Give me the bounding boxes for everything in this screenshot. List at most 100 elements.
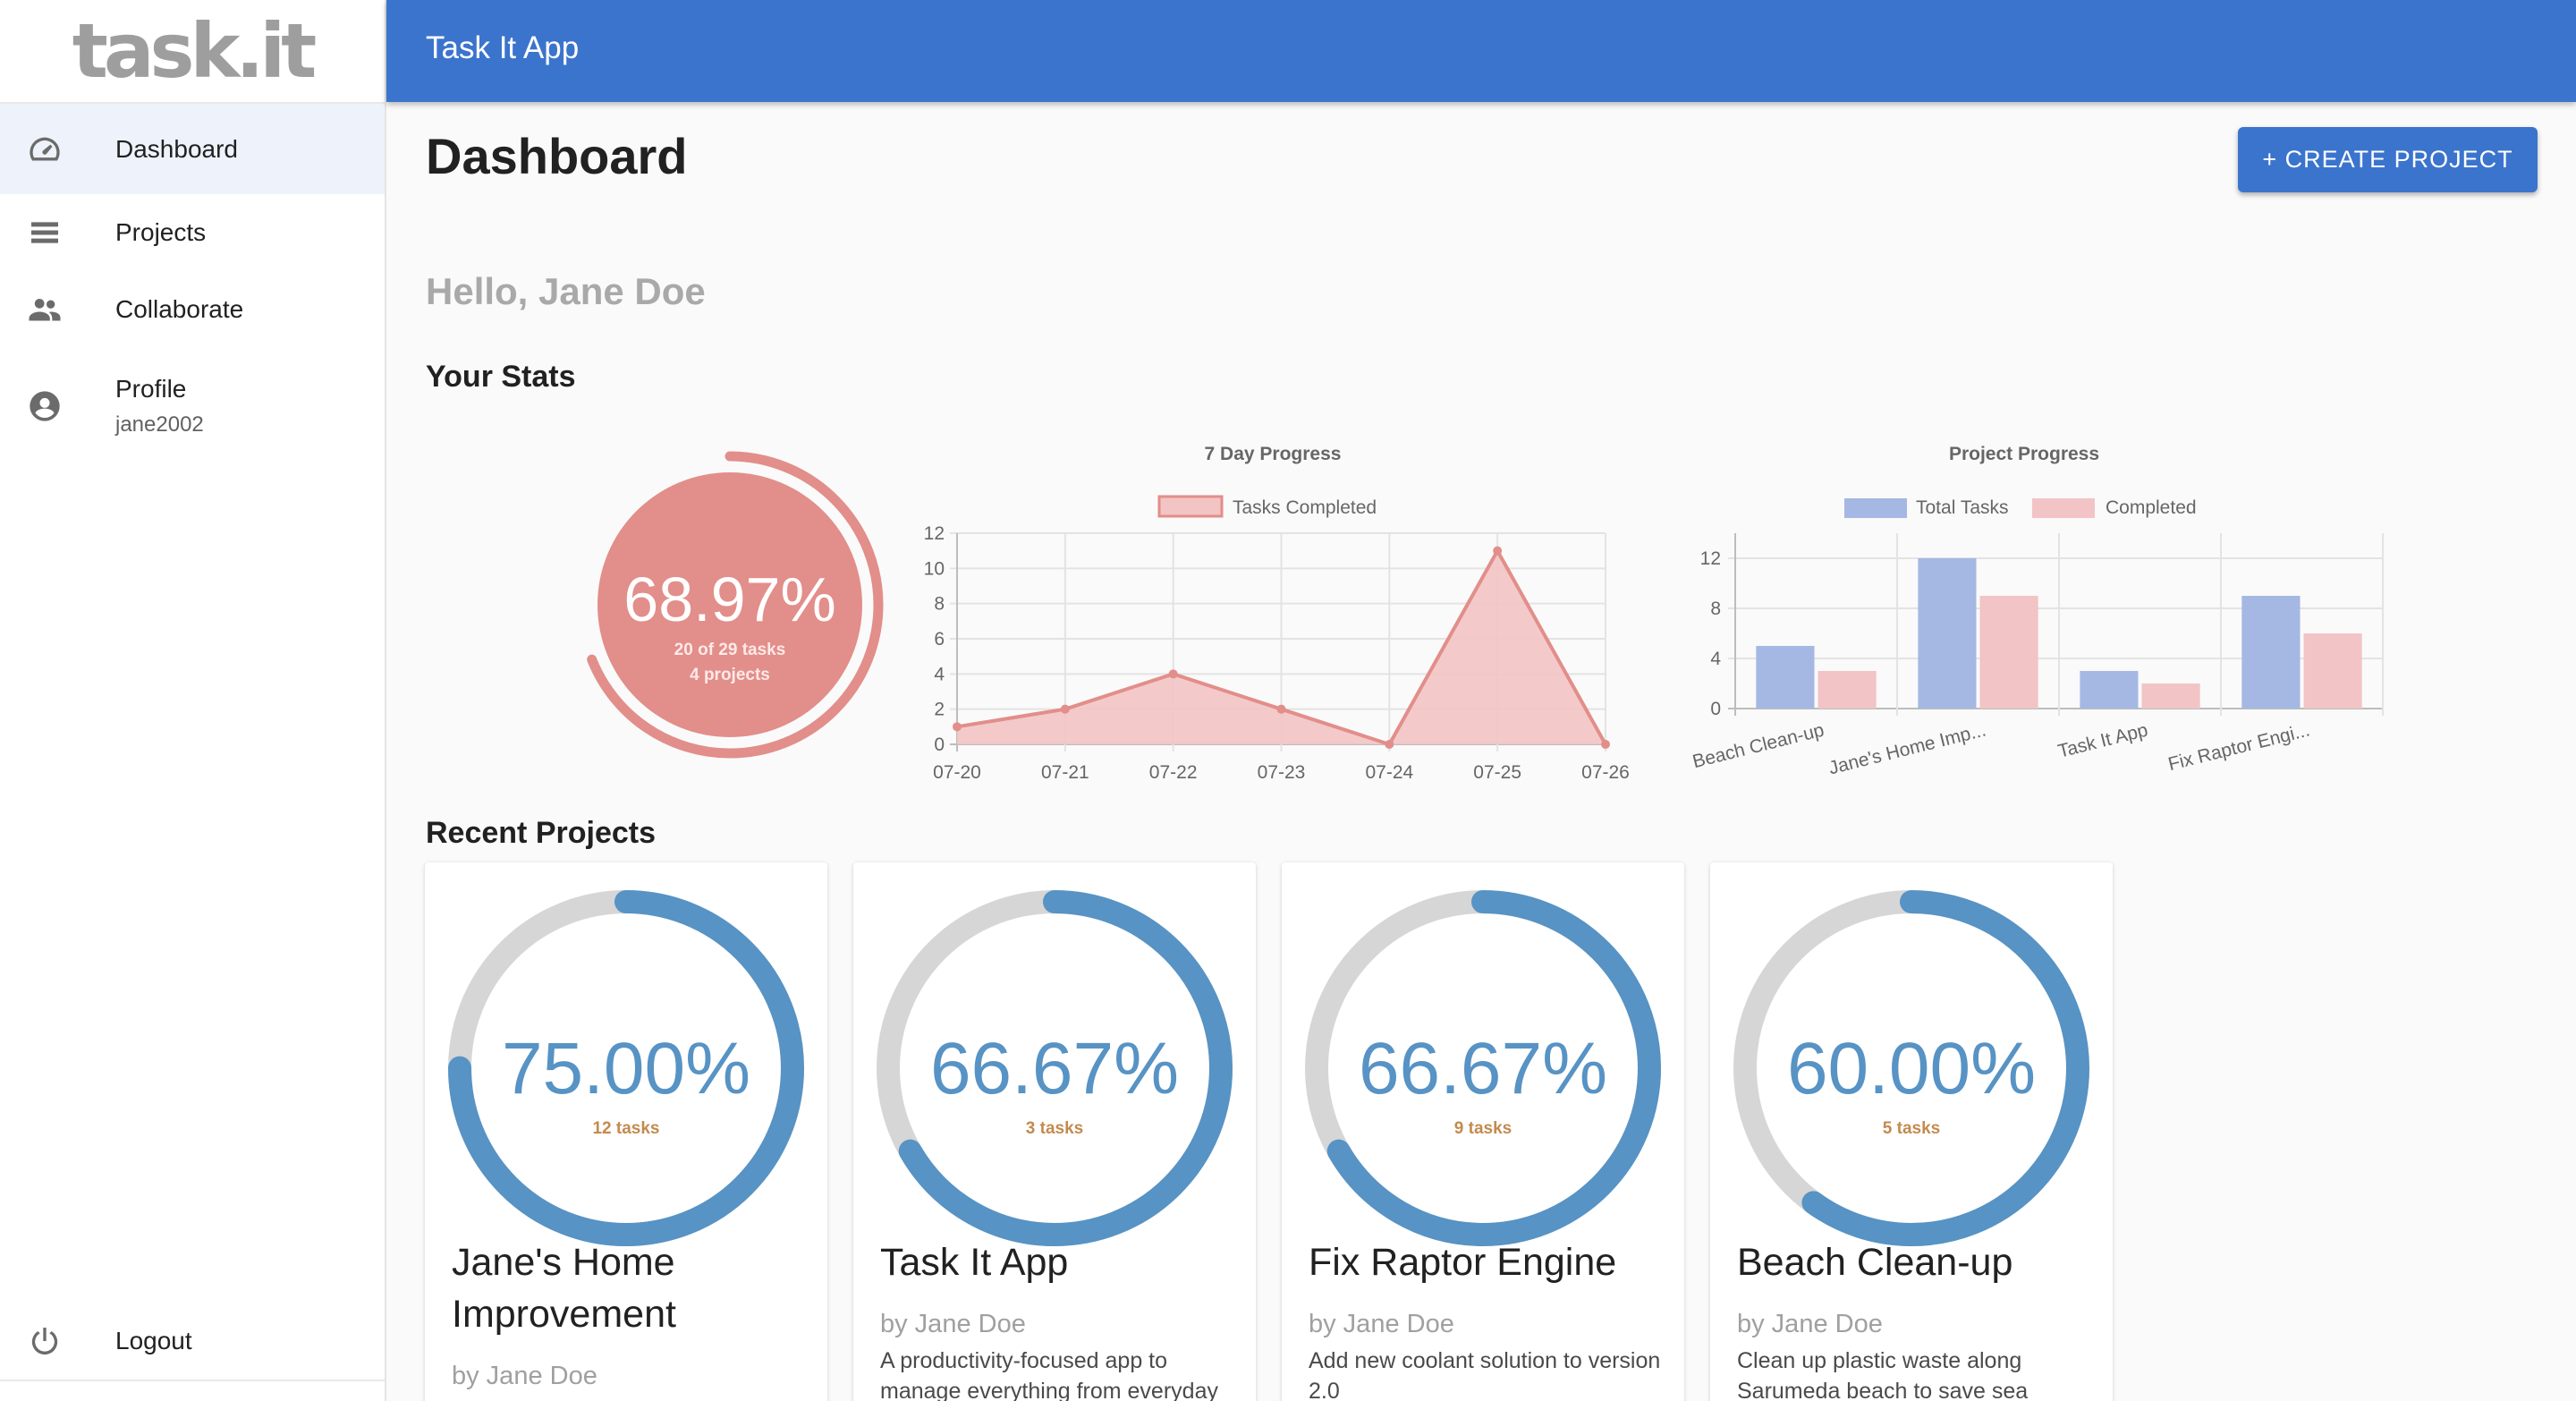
ring-progress (1305, 890, 1661, 1246)
sidebar-item-projects[interactable]: Projects (0, 194, 385, 271)
project-description: A productivity-focused app to manage eve… (880, 1348, 1218, 1401)
project-task-count: 12 tasks (592, 1119, 659, 1138)
sidebar-item-profile[interactable]: Profile jane2002 (0, 348, 385, 464)
y-tick-label: 6 (934, 629, 945, 650)
page-title: Dashboard (426, 128, 688, 184)
bar-total-tasks[interactable] (1756, 646, 1815, 709)
y-tick-label: 4 (934, 664, 945, 684)
x-tick-label: Jane's Home Imp... (1826, 720, 1987, 779)
data-point[interactable] (1601, 740, 1610, 749)
stats-heading: Your Stats (426, 360, 576, 394)
y-tick-label: 2 (934, 700, 945, 720)
project-task-count: 3 tasks (1026, 1119, 1083, 1138)
sidebar-item-collaborate[interactable]: Collaborate (0, 271, 385, 348)
chart-title: 7 Day Progress (1205, 444, 1342, 464)
app-bar-title: Task It App (426, 30, 580, 65)
overall-progress-arc (576, 451, 884, 759)
project-title[interactable]: Beach Clean-up (1737, 1241, 2013, 1284)
power-icon (27, 1323, 63, 1359)
legend-swatch-total-tasks[interactable] (1844, 498, 1907, 518)
data-point[interactable] (1276, 704, 1286, 714)
data-point[interactable] (953, 722, 962, 732)
legend-label-tasks-completed[interactable]: Tasks Completed (1233, 497, 1377, 518)
y-tick-label: 0 (934, 734, 945, 755)
greeting: Hello, Jane Doe (426, 270, 706, 312)
sidebar-item-label: Dashboard (115, 134, 238, 163)
project-percent: 66.67% (1359, 1028, 1607, 1109)
account-circle-icon (27, 388, 63, 424)
project-task-count: 5 tasks (1883, 1119, 1940, 1138)
sidebar: task.it Dashboard Projects Collaborate P… (0, 0, 386, 1401)
legend-label-total-tasks[interactable]: Total Tasks (1916, 497, 2009, 518)
project-title[interactable]: Jane's Home Improvement (452, 1241, 676, 1336)
sidebar-item-label: Profile (115, 375, 187, 403)
bar-completed[interactable] (2141, 684, 2200, 709)
x-tick-label: Task It App (2055, 720, 2149, 762)
ring-progress (1733, 890, 2089, 1246)
project-title[interactable]: Fix Raptor Engine (1309, 1241, 1617, 1284)
sidebar-divider (0, 1380, 385, 1381)
sidebar-item-logout[interactable]: Logout (0, 1303, 385, 1380)
seven-day-progress-chart: 7 Day Progress Tasks Completed 0 2 4 6 8 10 12… (924, 444, 1630, 783)
x-tick-label: 07-21 (1041, 762, 1089, 783)
sidebar-item-label: Logout (115, 1327, 192, 1354)
recent-projects-heading: Recent Projects (426, 816, 656, 850)
x-tick-label: Fix Raptor Engi... (2166, 720, 2312, 776)
project-progress-ring: 66.67% 9 tasks (1305, 890, 1661, 1246)
legend-swatch-completed[interactable] (2032, 498, 2095, 518)
legend-swatch-tasks-completed[interactable] (1157, 495, 1224, 518)
y-tick-label: 12 (924, 523, 945, 544)
bar-total-tasks[interactable] (1918, 558, 1977, 709)
x-tick-label: 07-20 (933, 762, 981, 783)
ring-progress (877, 890, 1233, 1246)
data-point[interactable] (1168, 669, 1178, 679)
project-card[interactable]: 66.67% 3 tasks Task It App by Jane Doe A… (853, 862, 1256, 1401)
project-author: by Jane Doe (880, 1310, 1026, 1338)
project-card[interactable]: 75.00% 12 tasks Jane's Home Improvement … (425, 862, 827, 1401)
bar-completed[interactable] (1818, 671, 1877, 709)
logo-text: task.it (72, 7, 318, 95)
legend-label-completed[interactable]: Completed (2106, 497, 2197, 518)
x-tick-label: 07-26 (1581, 762, 1630, 783)
ring-progress (448, 890, 804, 1246)
y-tick-label: 10 (924, 558, 945, 579)
x-tick-label: 07-22 (1149, 762, 1198, 783)
project-title[interactable]: Task It App (880, 1241, 1069, 1284)
bar-total-tasks[interactable] (2241, 596, 2301, 709)
speedometer-icon (27, 132, 63, 167)
project-author: by Jane Doe (1737, 1310, 1883, 1338)
project-progress-ring: 60.00% 5 tasks (1733, 890, 2089, 1246)
data-point[interactable] (1385, 740, 1394, 749)
data-point[interactable] (1060, 704, 1070, 714)
bar-completed[interactable] (2303, 633, 2362, 709)
project-card[interactable]: 60.00% 5 tasks Beach Clean-up by Jane Do… (1710, 862, 2113, 1401)
bar-completed[interactable] (1979, 596, 2038, 709)
project-author: by Jane Doe (1309, 1310, 1454, 1338)
chart-title: Project Progress (1949, 444, 2099, 464)
bar-total-tasks[interactable] (2080, 671, 2139, 709)
overall-progress-disc (597, 472, 862, 737)
app-logo[interactable]: task.it (0, 0, 385, 104)
overall-tasks: 20 of 29 tasks (674, 641, 786, 659)
create-project-button[interactable]: + CREATE PROJECT (2238, 127, 2538, 192)
sidebar-item-dashboard[interactable]: Dashboard (0, 104, 385, 194)
y-tick-label: 12 (1700, 548, 1721, 569)
sidebar-item-label: Projects (115, 218, 207, 246)
project-progress-chart: Project Progress Total Tasks Completed 0… (1690, 444, 2384, 779)
overall-percent: 68.97% (623, 565, 835, 634)
y-tick-label: 0 (1710, 699, 1721, 719)
project-description: Add new coolant solution to version 2.0 (1309, 1348, 1661, 1401)
list-icon (27, 215, 63, 250)
project-progress-ring: 66.67% 3 tasks (877, 890, 1233, 1246)
x-tick-label: Beach Clean-up (1690, 720, 1826, 773)
sidebar-item-label: Collaborate (115, 295, 244, 323)
x-tick-label: 07-25 (1473, 762, 1521, 783)
project-progress-ring: 75.00% 12 tasks (448, 890, 804, 1246)
project-percent: 60.00% (1787, 1028, 2036, 1109)
profile-username: jane2002 (115, 412, 204, 437)
project-card[interactable]: 66.67% 9 tasks Fix Raptor Engine by Jane… (1282, 862, 1684, 1401)
area-fill (957, 550, 1606, 744)
project-task-count: 9 tasks (1454, 1119, 1512, 1138)
data-point[interactable] (1493, 546, 1503, 556)
overall-projects: 4 projects (690, 666, 770, 684)
